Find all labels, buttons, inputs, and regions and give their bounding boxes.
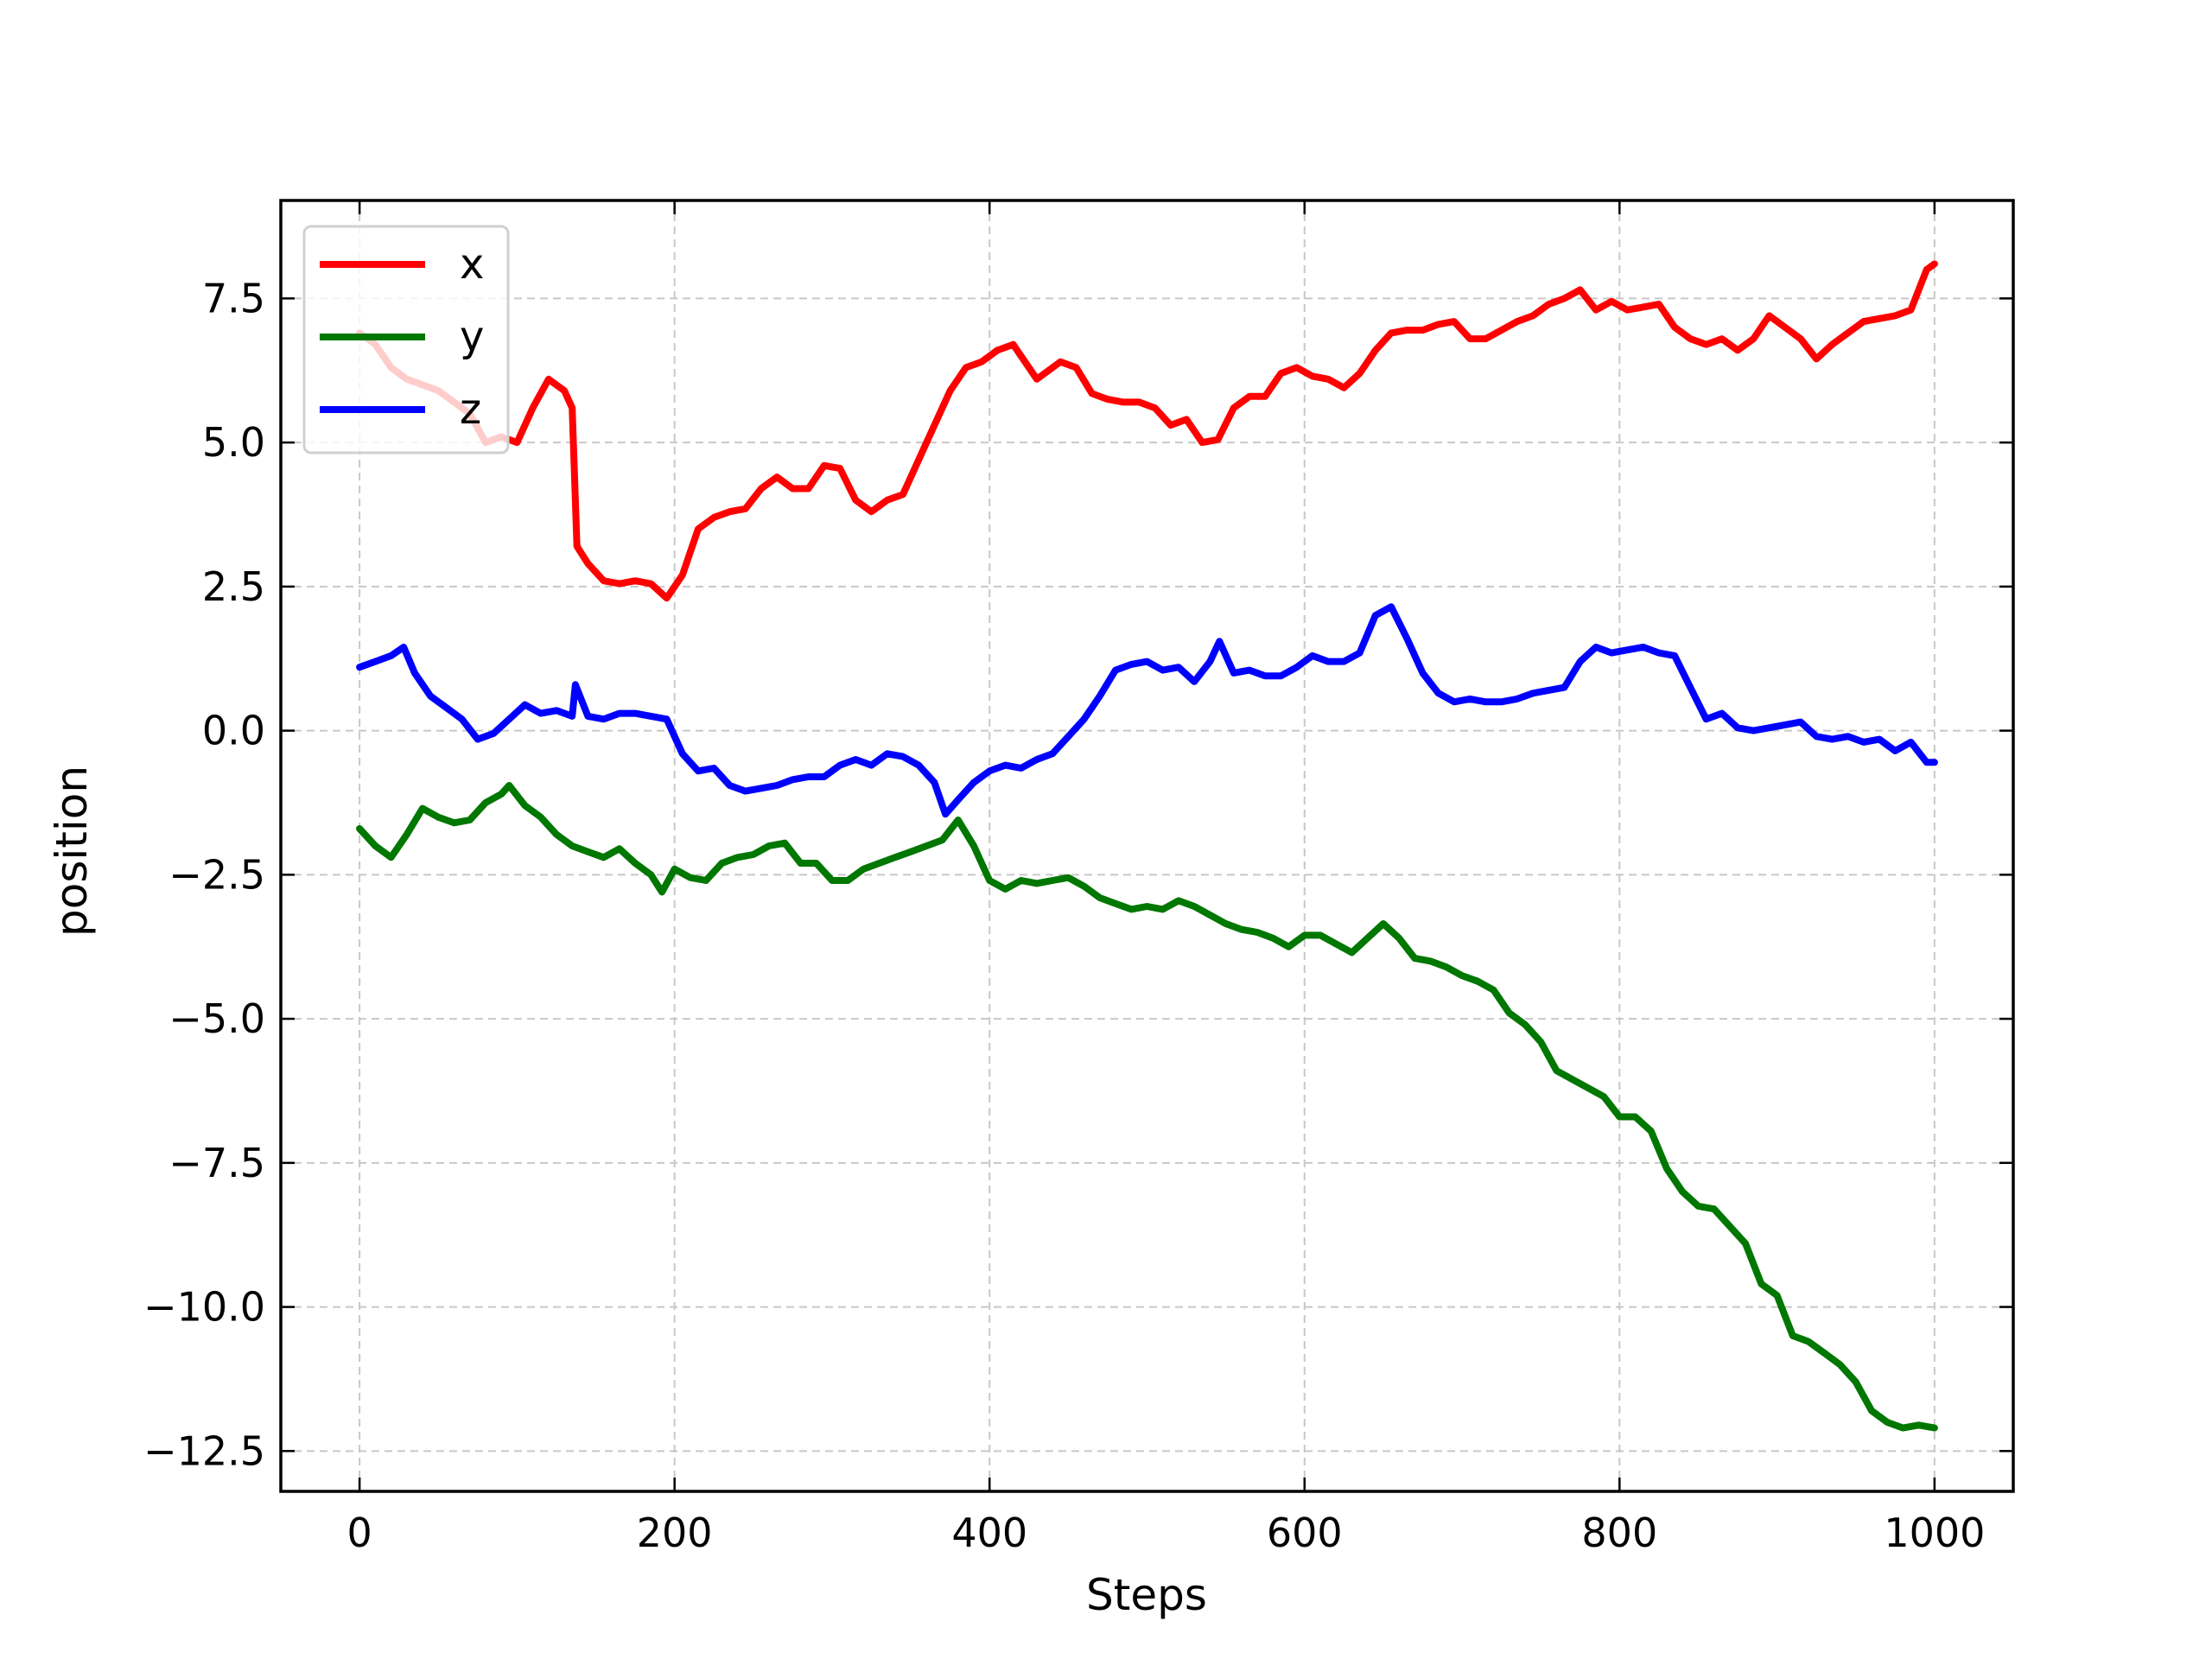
- series-line-x: [356, 260, 1938, 602]
- x-tick-label: 400: [951, 1510, 1027, 1556]
- y-tick-label: −12.5: [143, 1427, 265, 1474]
- x-tick-label: 800: [1581, 1510, 1657, 1556]
- legend-label-x: x: [460, 240, 484, 289]
- series-lines: [356, 260, 1938, 1432]
- x-tick-labels: 0 200 400 600 800 1000: [346, 1510, 1985, 1556]
- series-line-y: [356, 782, 1938, 1432]
- x-tick-label: 0: [346, 1510, 372, 1556]
- y-axis-label: position: [47, 766, 97, 937]
- legend: x y z: [302, 225, 510, 454]
- x-tick-label: 1000: [1884, 1510, 1985, 1556]
- series-line-z: [356, 603, 1938, 818]
- y-tick-label: −5.0: [168, 995, 265, 1042]
- legend-label-y: y: [460, 313, 484, 361]
- y-tick-label: 2.5: [202, 563, 265, 610]
- y-tick-label: 5.0: [202, 419, 265, 466]
- x-axis-label: Steps: [1086, 1570, 1207, 1620]
- axis-ticks: [281, 200, 2013, 1491]
- y-tick-label: −2.5: [168, 851, 265, 898]
- legend-label-z: z: [460, 385, 481, 434]
- x-tick-label: 600: [1267, 1510, 1343, 1556]
- y-tick-label: −7.5: [168, 1140, 265, 1186]
- y-tick-label: 0.0: [202, 708, 265, 754]
- plot-frame: [279, 199, 2015, 1493]
- x-tick-label: 200: [637, 1510, 713, 1556]
- grid: [281, 200, 2013, 1491]
- y-tick-labels: 7.5 5.0 2.5 0.0 −2.5 −5.0 −7.5 −10.0 −12.5: [143, 275, 265, 1474]
- y-tick-label: −10.0: [143, 1284, 265, 1331]
- y-tick-label: 7.5: [202, 275, 265, 321]
